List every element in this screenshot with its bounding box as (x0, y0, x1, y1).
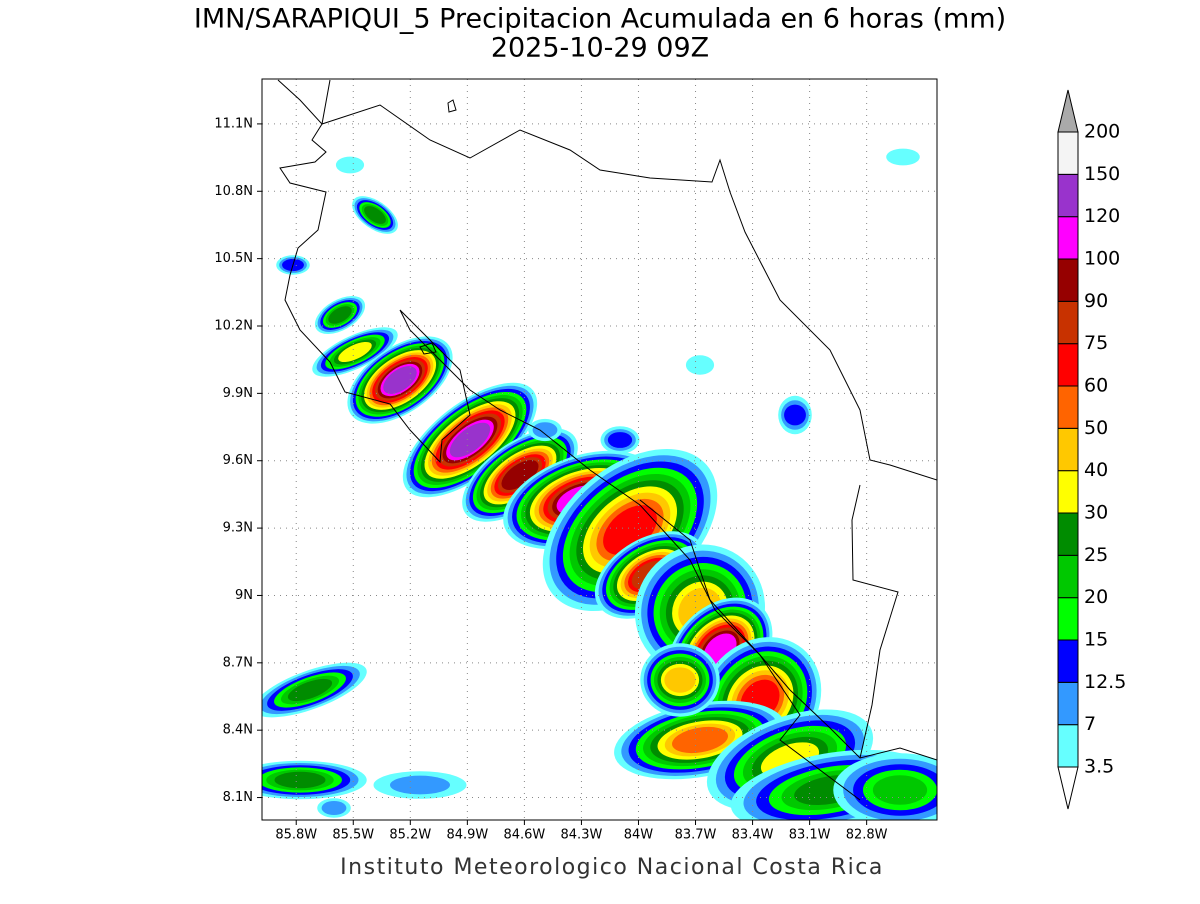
x-tick-label: 84W (624, 828, 654, 843)
colorbar-label: 60 (1084, 375, 1108, 397)
y-tick-label: 9.3N (223, 521, 253, 536)
precip-contour (338, 341, 372, 363)
colorbar-box (1057, 512, 1079, 556)
x-tick-label: 84.6W (503, 828, 545, 843)
colorbar-label: 12.5 (1084, 671, 1126, 693)
precip-contour (390, 775, 450, 795)
x-tick-label: 82.8W (846, 828, 888, 843)
y-tick-label: 10.2N (214, 319, 253, 334)
y-tick-label: 9.6N (223, 453, 253, 468)
precip-contour (672, 726, 728, 754)
colorbar-label: 75 (1084, 332, 1108, 354)
colorbar-box (1057, 216, 1079, 260)
colorbar-label: 150 (1084, 163, 1120, 185)
colorbar-label: 15 (1084, 629, 1108, 651)
colorbar-box (1057, 173, 1079, 218)
panama-border (639, 484, 899, 801)
caribbean-coast (321, 79, 937, 481)
y-tick-label: 9N (235, 588, 253, 603)
coastlines (277, 79, 937, 801)
x-tick-label: 84.3W (561, 828, 603, 843)
subtitle: 2025-10-29 09Z (491, 33, 709, 64)
colorbar-over (1057, 89, 1079, 133)
precip-contour (664, 667, 696, 693)
precip-contour (872, 775, 928, 805)
colorbar-box (1057, 427, 1079, 472)
colorbar-label: 90 (1084, 290, 1108, 312)
colorbar-box (1057, 343, 1079, 387)
colorbar-box (1057, 131, 1079, 175)
x-tick-label: 85.5W (332, 828, 374, 843)
colorbar-label: 120 (1084, 205, 1120, 227)
colorbar-label: 200 (1084, 121, 1120, 143)
precip-contour (607, 432, 633, 448)
colorbar-label: 30 (1084, 502, 1108, 524)
colorbar-label: 100 (1084, 248, 1120, 270)
x-tick-label: 83.7W (675, 828, 717, 843)
y-tick-label: 10.8N (214, 184, 253, 199)
colorbar-label: 3.5 (1084, 756, 1114, 778)
colorbar-box (1057, 554, 1079, 599)
colorbar-label: 20 (1084, 586, 1108, 608)
precip-contour (532, 422, 558, 438)
pacific-coast (277, 79, 937, 761)
colorbar-box (1057, 639, 1079, 683)
precip-contour (335, 156, 365, 174)
lake (419, 99, 457, 355)
y-tick-label: 8.1N (223, 790, 253, 805)
precipitation-field (262, 148, 937, 820)
colorbar-label: 7 (1084, 713, 1096, 735)
colorbar-box (1057, 258, 1079, 302)
colorbar-box (1057, 300, 1079, 345)
y-tick-label: 10.5N (214, 251, 253, 266)
colorbar-box (1057, 597, 1079, 641)
precip-contour (287, 678, 333, 702)
precip-contour (274, 771, 326, 789)
precip-contour (449, 422, 491, 458)
title: IMN/SARAPIQUI_5 Precipitacion Acumulada … (194, 4, 1006, 35)
colorbar-label: 40 (1084, 459, 1108, 481)
x-tick-label: 85.2W (389, 828, 431, 843)
y-tick-label: 8.7N (223, 655, 253, 670)
precip-contour (383, 366, 417, 394)
colorbar-box (1057, 470, 1079, 514)
precip-contour (364, 206, 386, 224)
y-tick-label: 8.4N (223, 723, 253, 738)
x-tick-label: 83.1W (789, 828, 831, 843)
precip-contour (886, 148, 920, 166)
x-tick-label: 84.9W (446, 828, 488, 843)
footer: Instituto Meteorologico Nacional Costa R… (340, 855, 884, 880)
x-tick-label: 83.4W (732, 828, 774, 843)
y-tick-label: 9.9N (223, 386, 253, 401)
precip-contour (321, 801, 347, 815)
colorbar: 3.5 7 12.5 15 20 25 30 40 50 60 75 90 100 120 150 200 (1057, 89, 1126, 810)
precip-contour (685, 355, 715, 375)
precip-contour (784, 404, 806, 426)
map-frame (261, 78, 938, 821)
colorbar-box (1057, 724, 1079, 768)
colorbar-label: 25 (1084, 544, 1108, 566)
precip-contour (501, 460, 539, 490)
y-tick-label: 11.1N (214, 116, 253, 131)
colorbar-label: 50 (1084, 417, 1108, 439)
colorbar-box (1057, 681, 1079, 726)
colorbar-under (1057, 766, 1079, 810)
colorbar-box (1057, 385, 1079, 429)
precip-contour (328, 306, 352, 324)
x-tick-label: 85.8W (275, 828, 317, 843)
grid: 85.8W 85.5W 85.2W 84.9W 84.6W 84.3W 84W 83.7W 83… (214, 79, 937, 843)
